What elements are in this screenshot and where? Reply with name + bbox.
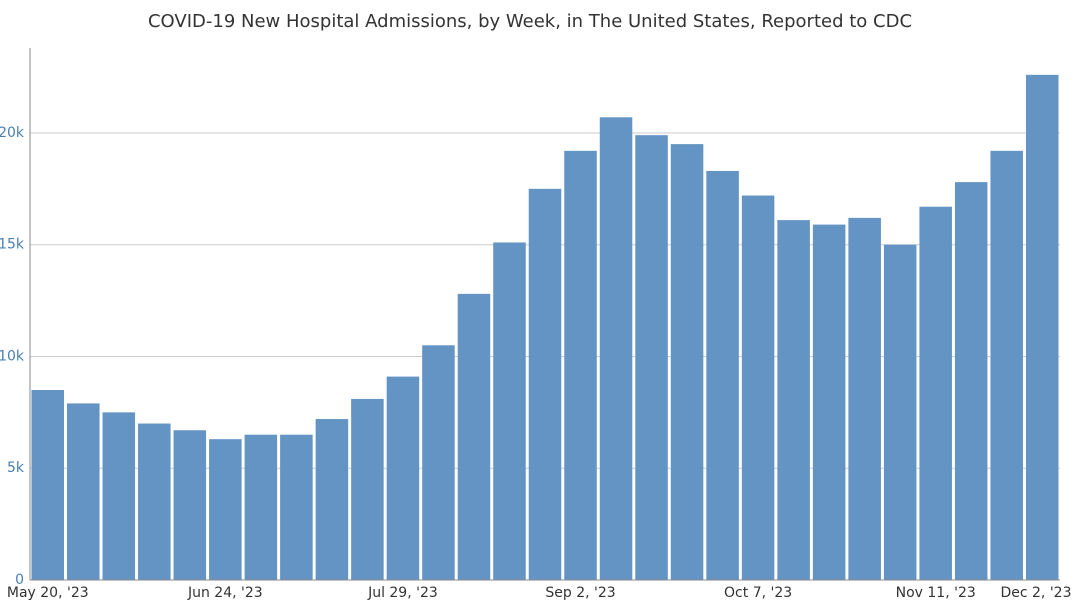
bar: [528, 188, 562, 580]
bar: [31, 390, 65, 580]
bar: [351, 398, 384, 580]
bar: [422, 345, 455, 580]
bar: [315, 419, 349, 580]
bar: [138, 423, 171, 580]
bar: [244, 434, 278, 580]
bar: [102, 412, 136, 580]
y-tick-label: 5k: [7, 460, 25, 476]
bar: [67, 403, 100, 580]
bar: [883, 244, 917, 581]
bar: [990, 150, 1023, 580]
chart-title: COVID-19 New Hospital Admissions, by Wee…: [148, 11, 912, 32]
x-tick-label: Oct 7, '23: [724, 585, 792, 601]
x-tick-label: Nov 11, '23: [896, 585, 976, 601]
bar: [635, 135, 668, 581]
bar: [706, 170, 739, 581]
x-tick-label: Dec 2, '23: [1000, 585, 1071, 601]
x-tick-label: Jul 29, '23: [367, 585, 438, 601]
bar: [741, 195, 775, 580]
bar: [777, 220, 810, 580]
x-tick-label: Jun 24, '23: [187, 585, 263, 601]
bar: [954, 182, 988, 580]
y-tick-label: 20k: [0, 125, 25, 141]
bar: [457, 293, 491, 580]
bar: [812, 224, 846, 580]
y-tick-label: 10k: [0, 348, 25, 364]
bar: [670, 144, 704, 580]
x-tick-label: May 20, '23: [7, 585, 89, 601]
x-tick-label: Sep 2, '23: [545, 585, 615, 601]
bar: [173, 430, 207, 580]
bar: [493, 242, 526, 580]
y-tick-label: 0: [15, 572, 24, 588]
y-tick-label: 15k: [0, 237, 25, 253]
bar: [848, 217, 881, 580]
bar: [209, 439, 242, 580]
bar: [599, 117, 633, 580]
bar: [280, 434, 313, 580]
bar: [1025, 74, 1059, 580]
bar: [564, 150, 597, 580]
bar: [919, 206, 952, 581]
bar: [386, 376, 420, 580]
